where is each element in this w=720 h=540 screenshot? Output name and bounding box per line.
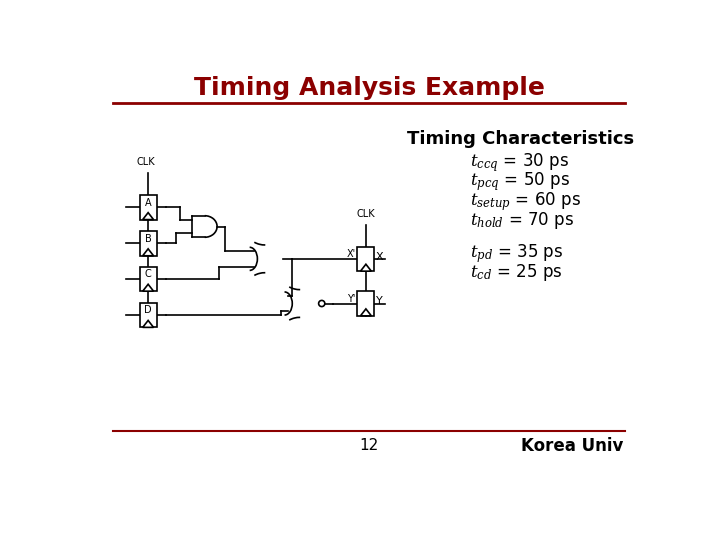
Bar — [140, 195, 157, 220]
Polygon shape — [361, 264, 372, 271]
Text: X': X' — [347, 249, 356, 259]
Text: $t_{setup}$ = 60 ps: $t_{setup}$ = 60 ps — [469, 190, 581, 213]
Polygon shape — [143, 284, 153, 291]
Text: $t_{pd}$ = 35 ps: $t_{pd}$ = 35 ps — [469, 242, 563, 265]
Text: X: X — [376, 252, 384, 261]
Text: A: A — [145, 198, 151, 207]
Text: CLK: CLK — [356, 209, 375, 219]
Text: Y: Y — [376, 296, 383, 306]
Text: $t_{ccq}$ = 30 ps: $t_{ccq}$ = 30 ps — [469, 151, 569, 174]
Text: Timing Analysis Example: Timing Analysis Example — [194, 76, 544, 100]
Polygon shape — [143, 213, 153, 220]
Text: $t_{pcq}$ = 50 ps: $t_{pcq}$ = 50 ps — [469, 171, 570, 193]
Bar — [140, 267, 157, 291]
Text: $t_{cd}$ = 25 ps: $t_{cd}$ = 25 ps — [469, 262, 562, 283]
Text: Timing Characteristics: Timing Characteristics — [407, 131, 634, 149]
Bar — [140, 303, 157, 327]
Bar — [357, 291, 374, 316]
Text: Korea Univ: Korea Univ — [521, 437, 624, 455]
Polygon shape — [361, 309, 372, 316]
Bar — [140, 231, 157, 256]
Text: C: C — [145, 269, 151, 279]
Text: 12: 12 — [359, 438, 379, 454]
Text: CLK: CLK — [137, 157, 155, 167]
Text: $t_{hold}$ = 70 ps: $t_{hold}$ = 70 ps — [469, 210, 574, 231]
Text: B: B — [145, 234, 151, 244]
Text: Y': Y' — [348, 294, 356, 304]
Bar — [357, 247, 374, 271]
Polygon shape — [143, 249, 153, 256]
Circle shape — [319, 300, 325, 307]
Polygon shape — [143, 320, 153, 327]
Text: D: D — [144, 306, 152, 315]
